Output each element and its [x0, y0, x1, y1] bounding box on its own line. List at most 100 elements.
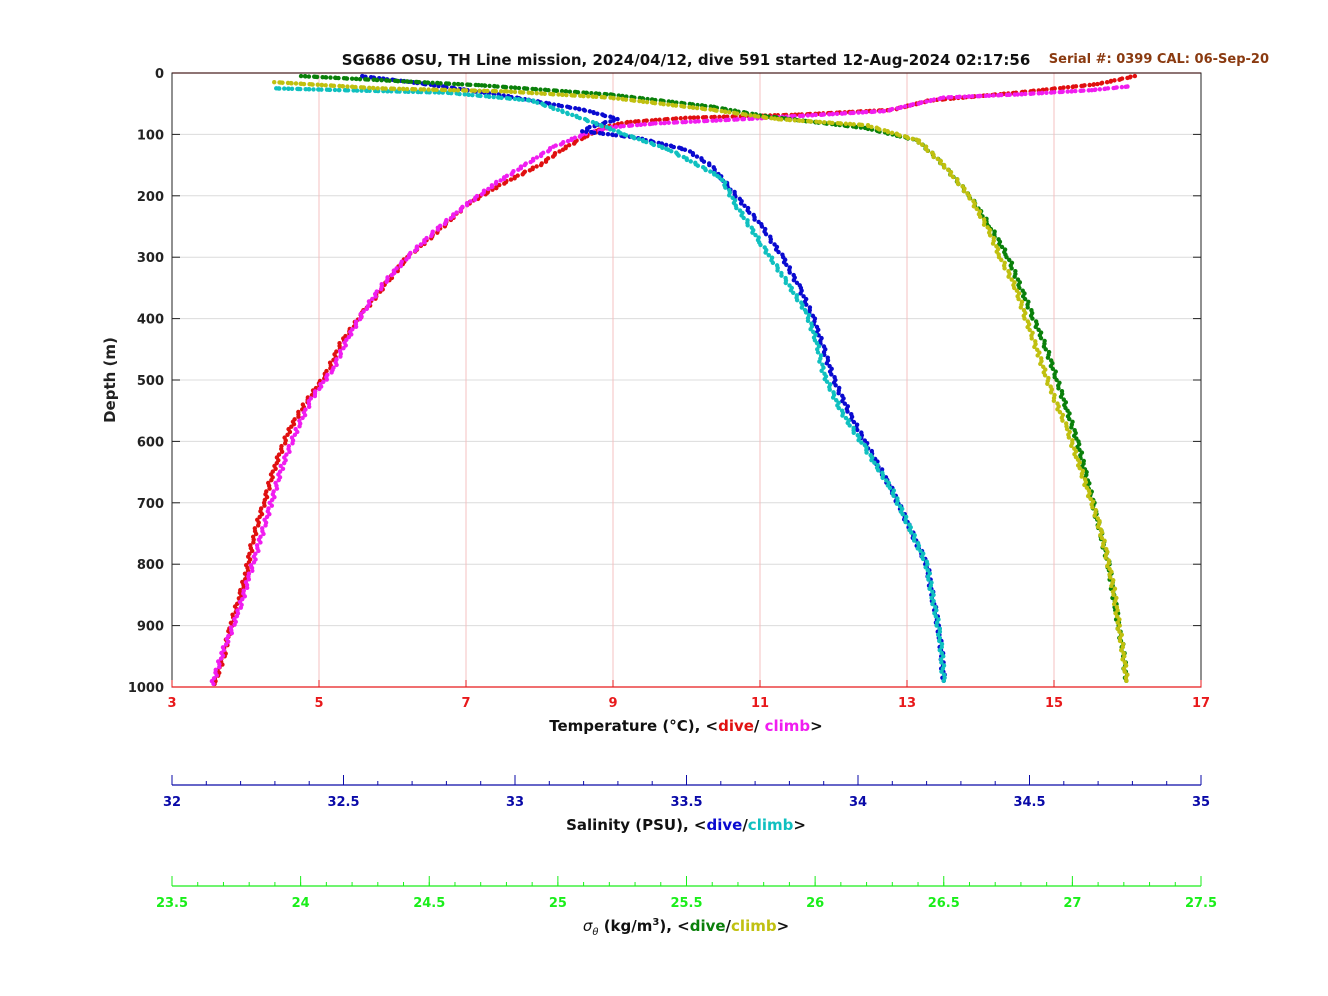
- data-point: [1029, 336, 1034, 341]
- density-tick-label: 24: [292, 896, 310, 911]
- data-point: [434, 87, 439, 92]
- data-point: [1002, 266, 1007, 271]
- data-point: [241, 588, 246, 593]
- data-point: [794, 297, 800, 303]
- density-tick-label: 24.5: [413, 896, 445, 911]
- data-point: [1123, 663, 1129, 668]
- data-point: [695, 115, 701, 120]
- data-point: [1087, 82, 1092, 88]
- data-point: [538, 162, 544, 168]
- data-point: [567, 105, 573, 110]
- data-point: [605, 132, 611, 137]
- data-point: [298, 73, 304, 79]
- data-point: [1052, 90, 1057, 95]
- data-point: [228, 625, 234, 630]
- data-point: [1085, 493, 1091, 499]
- data-point: [1038, 361, 1043, 367]
- data-point: [1044, 87, 1049, 92]
- data-point: [840, 413, 845, 418]
- data-point: [408, 250, 413, 256]
- data-point: [977, 214, 983, 220]
- data-point: [763, 231, 769, 237]
- data-point: [345, 88, 351, 93]
- data-point: [872, 460, 877, 465]
- data-point: [618, 131, 623, 136]
- data-point: [755, 114, 761, 119]
- data-point: [822, 120, 827, 125]
- data-point: [452, 88, 457, 93]
- depth-tick-label: 100: [137, 128, 164, 143]
- data-point: [666, 120, 672, 125]
- data-point: [602, 113, 608, 119]
- data-point: [708, 169, 713, 174]
- data-point: [877, 127, 882, 132]
- density-tick-label: 26.5: [928, 896, 960, 911]
- density-axis: 23.5 24 24.5 25 25.5 26 26.5 27 27.5: [156, 876, 1217, 911]
- data-point: [990, 241, 996, 246]
- data-point: [981, 222, 987, 227]
- data-point: [694, 105, 700, 111]
- data-point: [643, 139, 649, 145]
- data-point: [1066, 435, 1072, 440]
- data-point: [385, 275, 390, 280]
- data-point: [1067, 416, 1072, 422]
- data-point: [735, 111, 740, 116]
- data-point: [219, 650, 224, 656]
- data-point: [880, 475, 885, 481]
- data-point: [864, 450, 869, 455]
- data-point: [703, 167, 708, 173]
- data-point: [1025, 305, 1030, 310]
- data-point: [1042, 373, 1048, 378]
- data-point: [394, 266, 399, 271]
- data-point: [1108, 79, 1113, 84]
- data-point: [251, 540, 256, 545]
- data-point: [259, 526, 265, 531]
- data-point: [688, 159, 693, 164]
- data-point: [1056, 386, 1061, 391]
- data-point: [935, 156, 940, 162]
- data-point: [571, 141, 577, 146]
- data-point: [800, 113, 806, 118]
- data-point: [637, 98, 642, 104]
- data-point: [676, 153, 681, 158]
- data-point: [371, 85, 376, 91]
- data-point: [638, 122, 644, 127]
- data-point: [939, 660, 944, 665]
- data-point: [931, 97, 937, 102]
- data-point: [564, 92, 569, 98]
- data-point: [727, 193, 732, 198]
- data-point: [516, 97, 522, 102]
- data-point: [534, 91, 539, 96]
- data-point: [662, 120, 668, 126]
- data-point: [671, 144, 677, 150]
- data-point: [621, 123, 626, 129]
- data-point: [491, 94, 496, 100]
- salinity-label-prefix: Salinity (PSU), <: [566, 816, 706, 834]
- data-point: [860, 110, 866, 115]
- data-point: [987, 93, 992, 98]
- data-point: [776, 249, 781, 255]
- data-point: [258, 534, 263, 540]
- data-point: [581, 93, 586, 99]
- data-point: [843, 121, 849, 126]
- data-point: [361, 85, 367, 90]
- density-tick-label: 27.5: [1185, 896, 1217, 911]
- data-point: [794, 280, 800, 285]
- density-label-theta: θ: [592, 927, 598, 938]
- data-point: [1105, 86, 1111, 91]
- data-point: [632, 136, 637, 141]
- data-point: [597, 91, 602, 97]
- data-point: [855, 427, 860, 433]
- data-point: [296, 414, 301, 420]
- data-point: [573, 106, 578, 111]
- data-point: [803, 310, 809, 315]
- data-point: [824, 379, 830, 384]
- data-point: [554, 88, 560, 94]
- data-point: [805, 318, 811, 324]
- data-point: [452, 81, 457, 87]
- data-point: [282, 86, 287, 91]
- data-point: [374, 77, 380, 83]
- data-point: [289, 81, 294, 86]
- data-point: [1073, 88, 1078, 94]
- data-point: [934, 623, 939, 628]
